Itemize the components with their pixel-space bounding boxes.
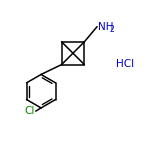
Text: NH: NH [98,22,114,32]
Text: Cl: Cl [25,106,35,116]
Text: 2: 2 [109,25,114,34]
Text: HCl: HCl [116,59,134,69]
